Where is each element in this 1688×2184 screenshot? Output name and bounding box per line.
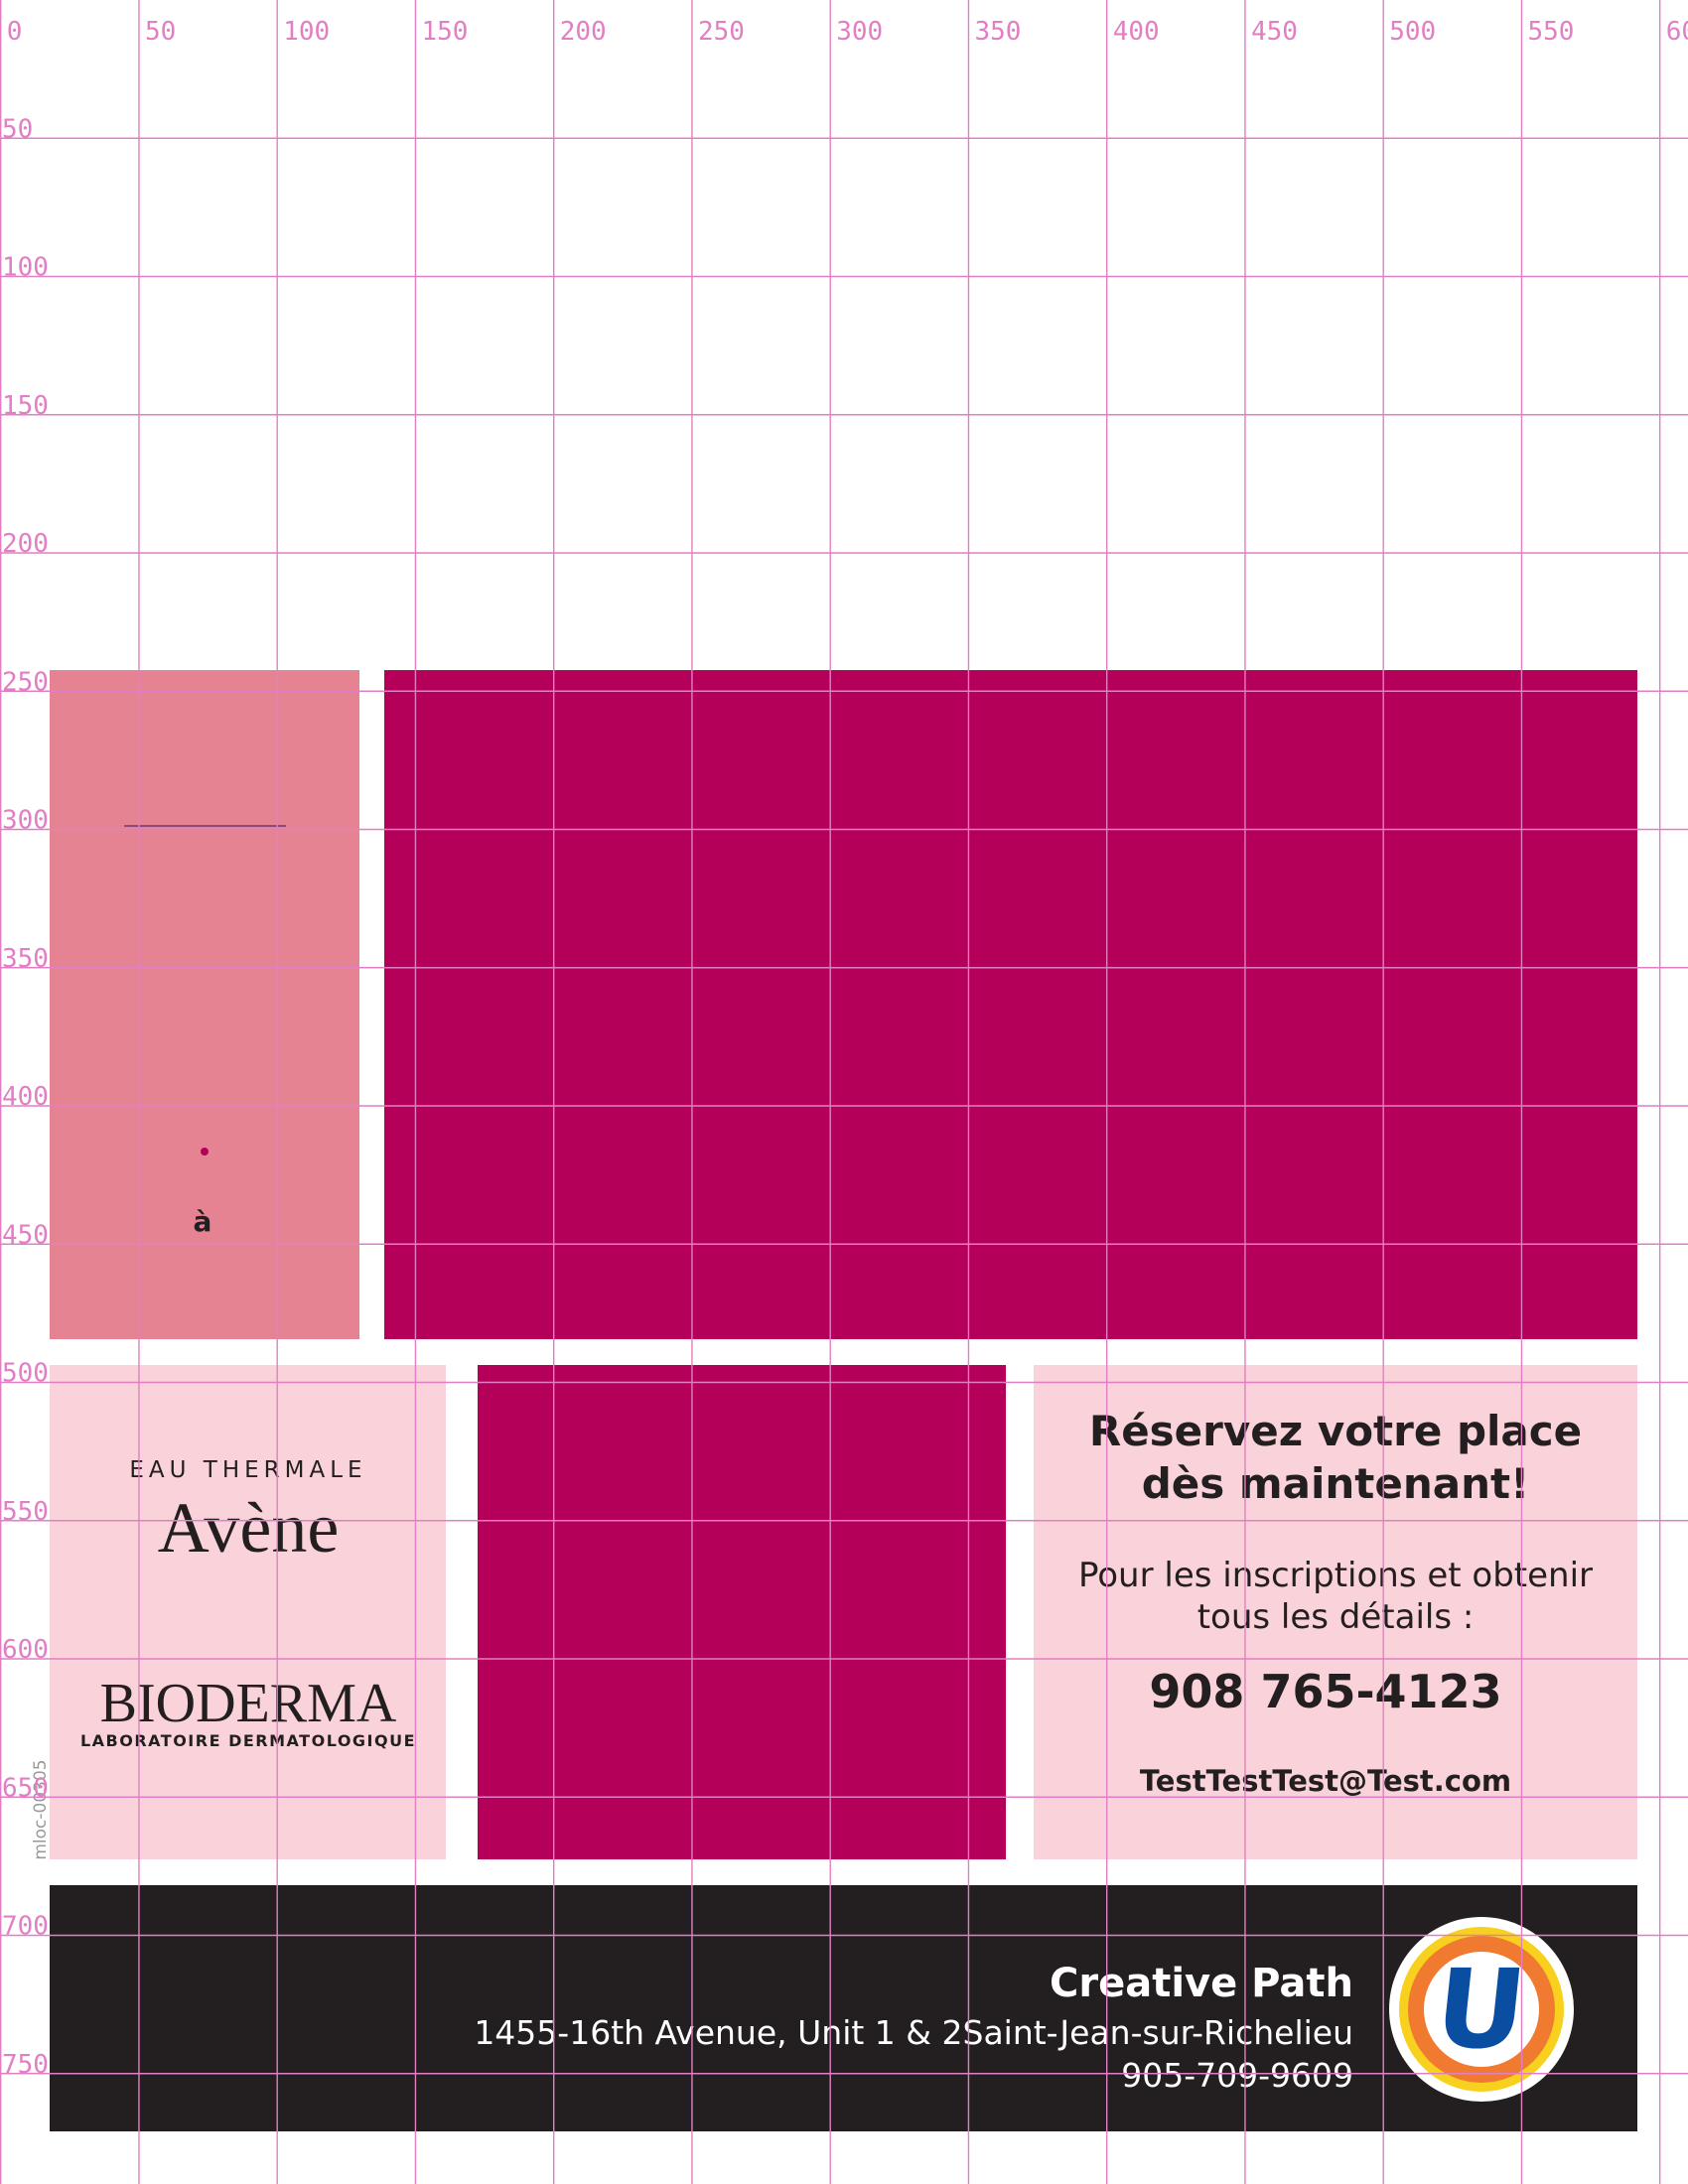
guide-label: 60: [1666, 17, 1688, 47]
brands-panel: [50, 1365, 446, 1859]
contact-panel: [1034, 1365, 1637, 1859]
brand-logo: BIODERMA: [100, 1673, 397, 1734]
footer-address: 1455-16th Avenue, Unit 1 & 2Saint-Jean-s…: [474, 2013, 1353, 2052]
guide-label: 250: [698, 17, 745, 47]
brand-logo: Avène: [158, 1488, 340, 1568]
guide-label: 700: [2, 1912, 49, 1942]
contact-info: Pour les inscriptions et obtenir: [1078, 1556, 1593, 1595]
doc-code: mloc-00305: [31, 1759, 51, 1859]
side-panel: [50, 670, 359, 1339]
guide-label: 0: [7, 17, 23, 47]
footer: [50, 1885, 1637, 2131]
contact-info: tous les détails :: [1197, 1597, 1475, 1637]
guide-label: 150: [2, 391, 49, 421]
hero-image: [384, 670, 1637, 1339]
guide-label: 350: [2, 944, 49, 974]
guide-label: 50: [145, 17, 176, 47]
guide-label: 450: [2, 1220, 49, 1250]
guide-label: 200: [2, 529, 49, 559]
guide-label: 300: [836, 17, 883, 47]
guide-label: 600: [2, 1635, 49, 1665]
hero-letter: à: [194, 1205, 212, 1238]
contact-title: dès maintenant!: [1142, 1459, 1530, 1508]
guide-label: 100: [283, 17, 330, 47]
brand-subtitle: LABORATOIRE DERMATOLOGIQUE: [80, 1731, 416, 1750]
guide-label: 350: [974, 17, 1021, 47]
guide-label: 250: [2, 667, 49, 697]
guide-label: 50: [2, 114, 33, 144]
logo-letter: U: [1430, 1947, 1532, 2074]
guide-label: 400: [1113, 17, 1160, 47]
guide-label: 100: [2, 253, 49, 283]
guide-label: 450: [1251, 17, 1298, 47]
contact-phone: 908 765-4123: [1149, 1665, 1501, 1718]
guide-label: 500: [2, 1359, 49, 1389]
guide-label: 550: [2, 1497, 49, 1527]
photo: [478, 1365, 1006, 1859]
footer-logo: U: [1389, 1917, 1574, 2102]
contact-email: TestTestTest@Test.com: [1140, 1764, 1511, 1798]
guide-label: 550: [1527, 17, 1574, 47]
guide-label: 200: [560, 17, 607, 47]
guide-label: 300: [2, 806, 49, 836]
contact-title: Réservez votre place: [1089, 1407, 1582, 1455]
footer-phone: 905-709-9609: [1121, 2056, 1353, 2095]
guide-label: 650: [2, 1773, 49, 1803]
guide-label: 500: [1389, 17, 1436, 47]
dot: [201, 1148, 209, 1156]
footer-name: Creative Path: [1050, 1961, 1353, 2006]
guide-label: 750: [2, 2050, 49, 2080]
brand-subtitle: EAU THERMALE: [129, 1457, 366, 1483]
guide-label: 400: [2, 1082, 49, 1112]
guide-label: 150: [421, 17, 468, 47]
